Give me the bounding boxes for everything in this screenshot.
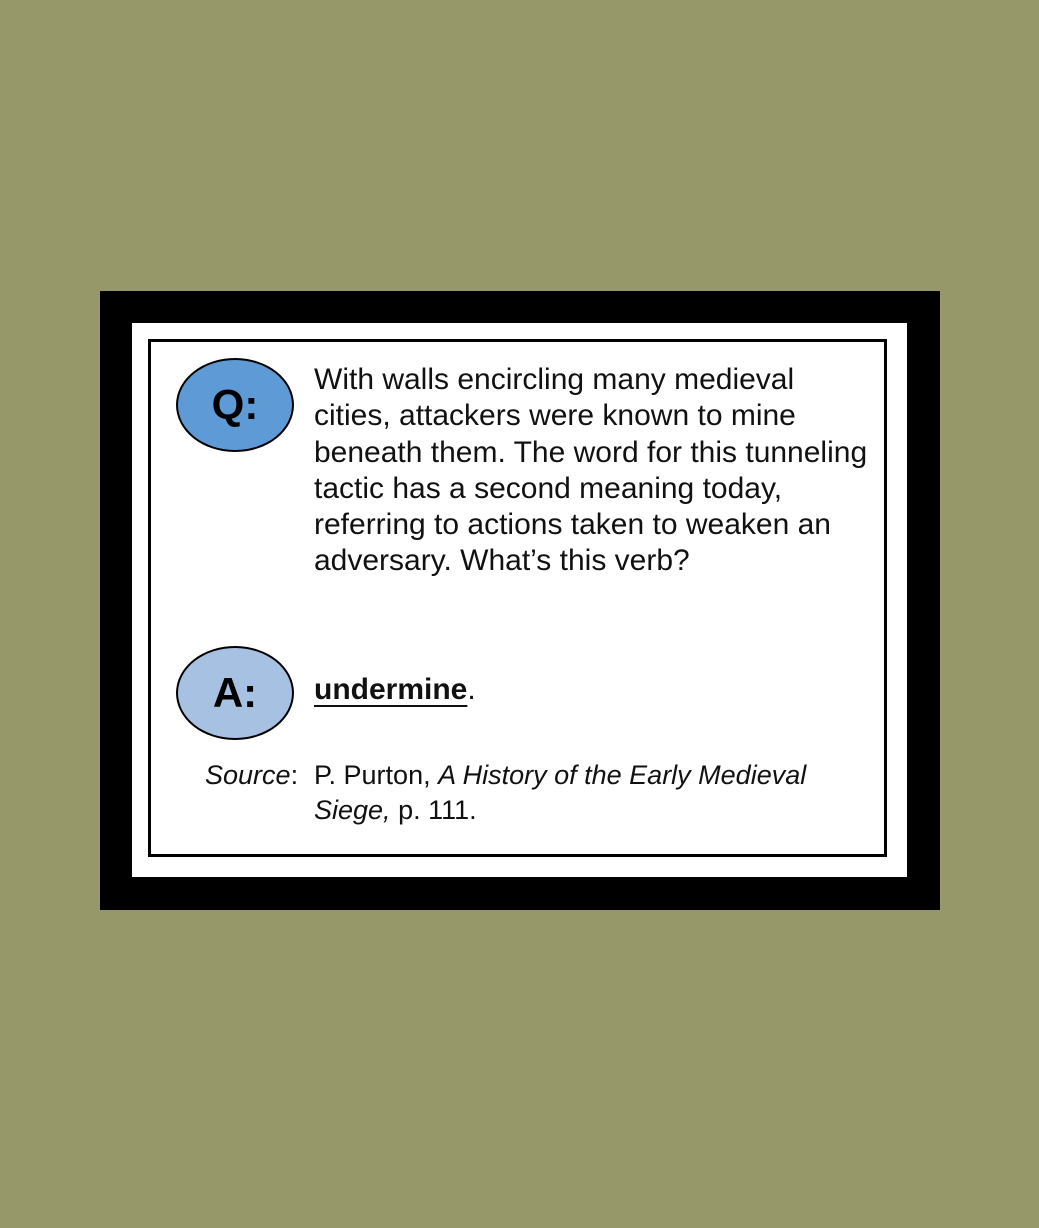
- question-badge-label: Q:: [211, 381, 259, 428]
- source-title: A History of the Early Medieval Siege,: [314, 760, 807, 825]
- source-colon: :: [290, 760, 299, 790]
- trivia-card: Q: With walls encircling many medieval c…: [148, 339, 887, 857]
- source-author: P. Purton,: [314, 760, 439, 790]
- source-label: Source:: [205, 758, 298, 793]
- question-badge: Q:: [176, 358, 294, 452]
- answer-line: undermine.: [314, 672, 476, 708]
- question-text: With walls encircling many medieval citi…: [314, 363, 868, 578]
- answer-badge: A:: [176, 646, 294, 740]
- answer-word: undermine: [314, 673, 468, 706]
- card-frame: Q: With walls encircling many medieval c…: [100, 291, 940, 910]
- card-mat: Q: With walls encircling many medieval c…: [132, 323, 907, 877]
- answer-suffix: .: [467, 673, 476, 706]
- answer-badge-label: A:: [212, 669, 258, 716]
- source-citation: P. Purton, A History of the Early Mediev…: [314, 758, 884, 828]
- source-label-text: Source: [205, 760, 291, 790]
- source-page: p. 111.: [390, 795, 477, 825]
